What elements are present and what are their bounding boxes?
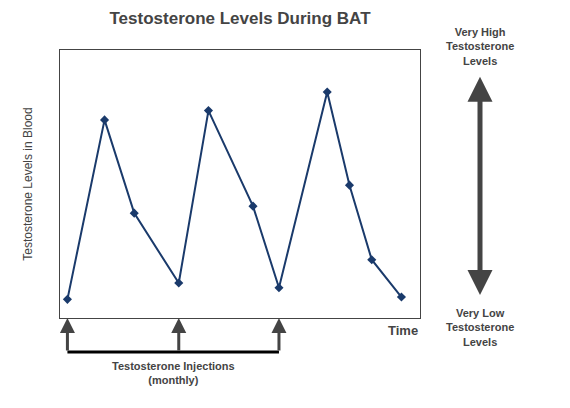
svg-text:Time: Time [388,323,418,338]
svg-text:Testosterone Injections(monthl: Testosterone Injections(monthly) [112,360,235,386]
svg-text:Testosterone Levels During BAT: Testosterone Levels During BAT [109,9,371,28]
svg-text:Very LowTestosteroneLevels: Very LowTestosteroneLevels [446,307,514,348]
svg-text:Testosterone Levels in Blood: Testosterone Levels in Blood [21,107,35,260]
svg-text:Very HighTestosteroneLevels: Very HighTestosteroneLevels [446,26,514,67]
